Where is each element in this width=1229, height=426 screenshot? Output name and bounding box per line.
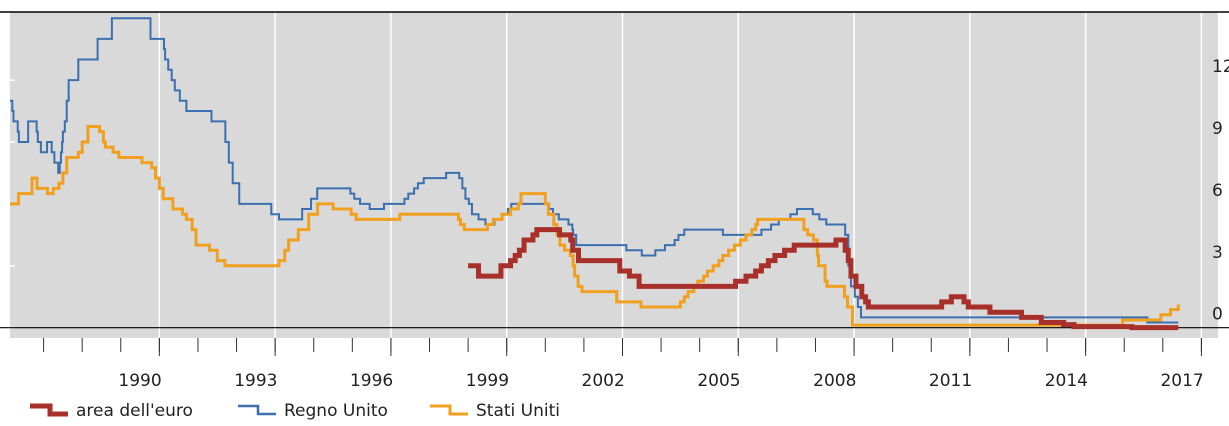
line-series <box>468 227 1179 331</box>
x-tick-label: 1993 <box>234 371 277 391</box>
plot-background <box>10 12 1218 338</box>
legend-label: area dell'euro <box>76 401 193 421</box>
y-tick-label: 6 <box>1212 181 1223 201</box>
y-tick-label: 0 <box>1212 305 1223 325</box>
line-series <box>10 125 1180 327</box>
legend-swatch <box>430 404 468 416</box>
x-tick-label: 2017 <box>1160 371 1203 391</box>
y-tick-label: 3 <box>1212 243 1223 263</box>
x-tick-label: 1990 <box>118 371 161 391</box>
y-tick-label: 12 <box>1212 57 1229 77</box>
y-tick-label: 9 <box>1212 119 1223 139</box>
x-tick-label: 2014 <box>1045 371 1088 391</box>
legend-label: Regno Unito <box>284 401 388 421</box>
legend-swatch <box>238 404 276 416</box>
legend-swatch <box>30 403 68 417</box>
x-tick-label: 2008 <box>813 371 856 391</box>
x-tick-label: 1999 <box>466 371 509 391</box>
x-tick-label: 2005 <box>697 371 740 391</box>
x-tick-label: 2011 <box>929 371 972 391</box>
x-tick-label: 2002 <box>582 371 625 391</box>
x-tick-label: 1996 <box>350 371 393 391</box>
legend-label: Stati Uniti <box>476 401 560 421</box>
line-series <box>10 17 1179 324</box>
